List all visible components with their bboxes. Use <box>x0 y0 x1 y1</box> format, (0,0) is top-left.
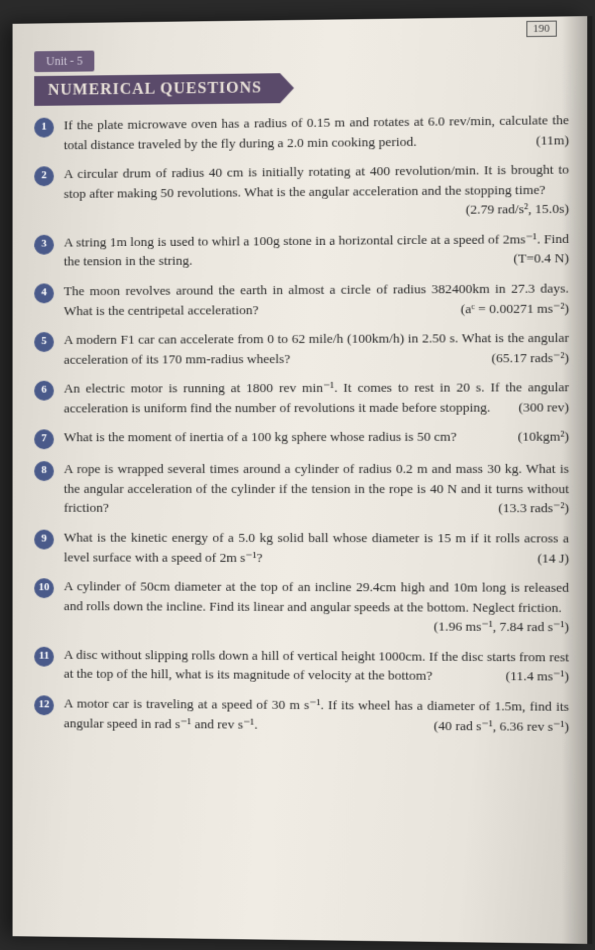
questions-list: 1 If the plate microwave oven has a radiu… <box>34 110 569 736</box>
question-answer: (13.3 rads⁻²) <box>498 499 569 519</box>
question-body: An electric motor is running at 1800 rev… <box>64 377 569 417</box>
question-item: 5 A modern F1 car can accelerate from 0 t… <box>34 328 569 369</box>
question-body: What is the moment of inertia of a 100 k… <box>64 427 569 450</box>
question-number-badge: 11 <box>34 647 54 667</box>
question-item: 2 A circular drum of radius 40 cm is init… <box>34 160 569 223</box>
question-body: A string 1m long is used to whirl a 100g… <box>64 229 569 272</box>
question-answer: (65.17 rads⁻²) <box>492 348 569 368</box>
question-answer: (10kgm²) <box>518 427 569 447</box>
question-number-badge: 9 <box>34 530 54 550</box>
question-number-badge: 2 <box>34 166 54 186</box>
page-number: 190 <box>526 21 557 38</box>
question-number-badge: 7 <box>34 430 54 450</box>
textbook-page: 190 Unit - 5 NUMERICAL QUESTIONS 1 If the… <box>13 16 588 944</box>
question-item: 12 A motor car is traveling at a speed of… <box>34 693 569 736</box>
unit-label: Unit - 5 <box>34 51 94 73</box>
question-body: A rope is wrapped several times around a… <box>64 459 569 518</box>
question-answer: (aᶜ = 0.00271 ms⁻²) <box>461 298 569 318</box>
question-item: 10 A cylinder of 50cm diameter at the top… <box>34 576 569 637</box>
question-body: A disc without slipping rolls down a hil… <box>64 645 569 687</box>
question-item: 9 What is the kinetic energy of a 5.0 kg … <box>34 528 569 568</box>
question-number-badge: 8 <box>34 461 54 481</box>
question-number-badge: 10 <box>34 578 54 598</box>
question-number-badge: 5 <box>34 332 54 352</box>
question-answer: (T=0.4 N) <box>513 249 569 269</box>
question-number-badge: 4 <box>34 283 54 303</box>
question-body: What is the kinetic energy of a 5.0 kg s… <box>64 528 569 568</box>
question-answer: (11m) <box>536 130 569 150</box>
question-item: 4 The moon revolves around the earth in a… <box>34 278 569 320</box>
question-answer: (300 rev) <box>518 397 569 417</box>
question-answer: (11.4 ms⁻¹) <box>506 666 569 686</box>
question-number-badge: 6 <box>34 381 54 401</box>
question-item: 6 An electric motor is running at 1800 re… <box>34 377 569 417</box>
question-item: 8 A rope is wrapped several times around … <box>34 459 569 518</box>
question-body: A cylinder of 50cm diameter at the top o… <box>64 576 569 637</box>
question-answer: (40 rad s⁻¹, 6.36 rev s⁻¹) <box>434 715 569 736</box>
question-item: 11 A disc without slipping rolls down a h… <box>34 645 569 687</box>
question-number-badge: 3 <box>34 235 54 255</box>
question-item: 1 If the plate microwave oven has a radiu… <box>34 110 569 155</box>
question-body: If the plate microwave oven has a radius… <box>64 110 569 154</box>
question-item: 7 What is the moment of inertia of a 100 … <box>34 427 569 450</box>
question-answer: (2.79 rad/s², 15.0s) <box>466 199 569 219</box>
question-answer: (1.96 ms⁻¹, 7.84 rad s⁻¹) <box>434 617 569 637</box>
question-answer: (14 J) <box>537 548 569 568</box>
question-body: The moon revolves around the earth in al… <box>64 278 569 320</box>
question-body: A motor car is traveling at a speed of 3… <box>64 693 569 736</box>
question-number-badge: 12 <box>34 695 54 715</box>
question-item: 3 A string 1m long is used to whirl a 100… <box>34 229 569 272</box>
question-body: A circular drum of radius 40 cm is initi… <box>64 160 569 223</box>
section-heading: NUMERICAL QUESTIONS <box>34 73 280 106</box>
question-body: A modern F1 car can accelerate from 0 to… <box>64 328 569 369</box>
question-number-badge: 1 <box>34 118 54 138</box>
